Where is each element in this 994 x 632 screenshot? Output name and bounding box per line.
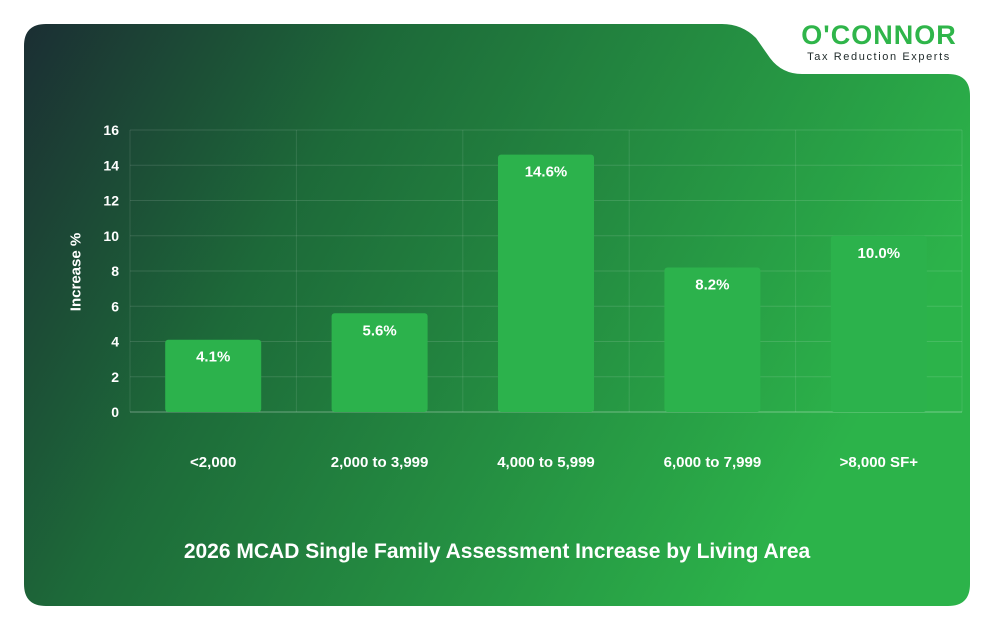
card-background xyxy=(24,24,970,606)
chart-title: 2026 MCAD Single Family Assessment Incre… xyxy=(183,540,811,563)
bar-4 xyxy=(664,267,761,412)
x-tick-label-4: 6,000 to 7,999 xyxy=(664,454,762,471)
logo-tagline: Tax Reduction Experts xyxy=(807,51,951,63)
data-labels: 4.1% 5.6% 14.6% 8.2% 10.0% xyxy=(196,164,900,366)
y-tick-label: 2 xyxy=(111,369,119,385)
y-axis-label: Increase % xyxy=(67,232,85,312)
bar-5 xyxy=(830,235,927,412)
y-tick-label: 8 xyxy=(111,263,119,279)
bar-3 xyxy=(498,154,594,413)
y-tick-label: 10 xyxy=(103,228,119,244)
data-label-3: 14.6% xyxy=(525,164,568,181)
data-label-4: 8.2% xyxy=(695,276,729,293)
oconnor-logo: O'CONNOR Tax Reduction Experts xyxy=(786,20,972,70)
x-tick-label-2: 2,000 to 3,999 xyxy=(331,454,429,471)
y-tick-label: 6 xyxy=(111,298,119,314)
x-tick-label-1: <2,000 xyxy=(190,454,236,471)
y-tick-label: 14 xyxy=(103,157,119,173)
data-label-1: 4.1% xyxy=(196,349,230,366)
y-tick-label: 16 xyxy=(103,122,119,138)
x-axis-ticks: <2,000 2,000 to 3,999 4,000 to 5,999 6,000 … xyxy=(190,454,918,471)
bar-1 xyxy=(165,339,262,412)
data-label-2: 5.6% xyxy=(362,322,396,339)
bar-2 xyxy=(331,313,428,412)
y-tick-label: 12 xyxy=(103,193,119,209)
y-axis-ticks: 0 2 4 6 8 10 12 14 16 xyxy=(103,122,119,420)
data-label-5: 10.0% xyxy=(858,245,901,262)
y-tick-label: 0 xyxy=(111,404,119,420)
bars xyxy=(165,154,927,413)
logo-name: O'CONNOR xyxy=(801,20,957,50)
x-tick-label-3: 4,000 to 5,999 xyxy=(497,454,595,471)
x-tick-label-5: >8,000 SF+ xyxy=(840,454,919,471)
y-tick-label: 4 xyxy=(111,334,119,350)
